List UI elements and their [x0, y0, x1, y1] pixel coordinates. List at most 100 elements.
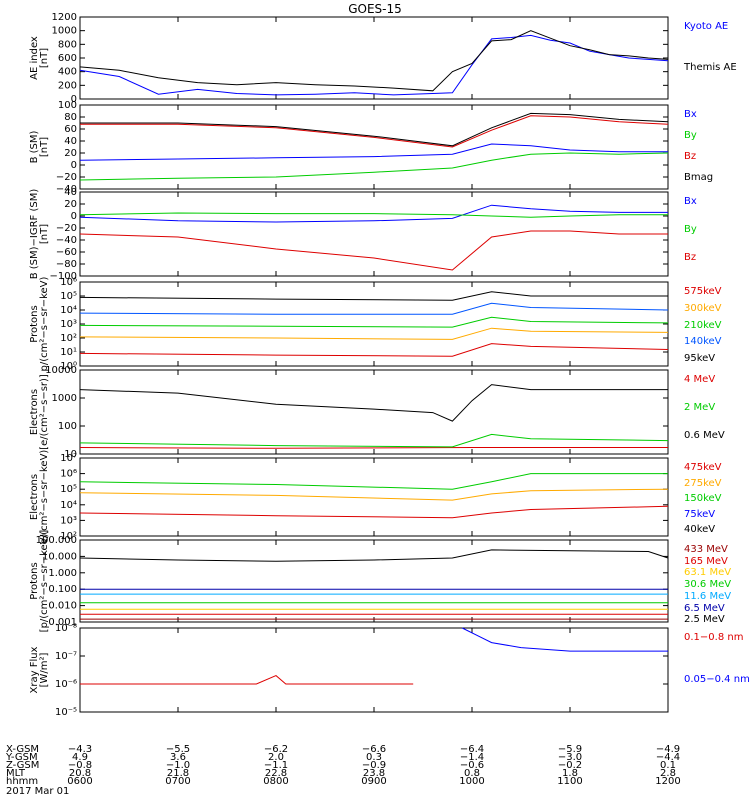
- y-tick-label: −40: [56, 184, 77, 195]
- y-tick-label: 40: [64, 187, 77, 198]
- y-tick-label: 10⁻⁵: [55, 707, 77, 718]
- legend-protons_mev-item: 2.5 MeV: [684, 614, 725, 626]
- y-axis-label-line: [e/(cm²−s−sr)]: [39, 374, 50, 450]
- y-axis-label-line: [nT]: [39, 136, 50, 158]
- footer-value-x: −6.6: [361, 744, 387, 755]
- legend-bigrf-item: By: [684, 224, 697, 235]
- series-protons_low-575kev: [79, 343, 669, 357]
- y-tick-label: 0: [71, 160, 77, 171]
- y-tick-label: 10000: [45, 365, 77, 376]
- series-electrons_kev-475kev: [79, 505, 669, 519]
- y-axis-label-protons_low: Protons p/(cm²−s−sr−keV): [29, 277, 50, 372]
- legend-electrons_kev-item: 150keV: [684, 493, 722, 505]
- y-tick-label: 60: [64, 124, 77, 135]
- y-tick-label: 10: [64, 449, 77, 460]
- footer-value-y: 3.6: [170, 752, 186, 763]
- series-bsm-bz: [80, 115, 669, 148]
- y-tick-label: 10⁴: [60, 500, 77, 511]
- footer-row-label: Y-GSM: [6, 752, 38, 763]
- legend-electrons_kev-item: 275keV: [684, 477, 722, 489]
- legend-protons_mev-item: 11.6 MeV: [684, 590, 732, 602]
- legend-protons_low-item: 300keV: [684, 302, 722, 314]
- date-label: 2017 Mar 01: [6, 786, 70, 797]
- panel-frame-electrons_kev: [79, 457, 669, 537]
- legend-protons_mev-item: 165 MeV: [684, 555, 728, 567]
- legend-protons_mev-item: 6.5 MeV: [684, 602, 725, 614]
- legend-electrons_mev-item: 4 MeV: [684, 374, 716, 385]
- footer-value-x: −6.2: [263, 744, 289, 755]
- legend-electrons_mev-item: 0.6 MeV: [684, 430, 725, 441]
- footer-value-z: −0.6: [459, 760, 485, 771]
- y-tick-label: 10⁵: [60, 484, 77, 495]
- y-tick-label: 10³: [60, 319, 77, 330]
- y-tick-label: −40: [56, 235, 77, 246]
- series-protons_low-210kev: [79, 316, 669, 328]
- footer-value-hhmm: 1200: [655, 776, 681, 787]
- y-tick-label: 10³: [60, 515, 77, 526]
- footer-value-y: −4.4: [655, 752, 681, 763]
- y-axis-label-electrons_mev: Electrons [e/(cm²−s−sr)]: [29, 374, 50, 450]
- footer-value-z: −0.9: [361, 760, 387, 771]
- legend-protons_mev-item: 63.1 MeV: [684, 567, 732, 579]
- panel-frame-bigrf: [79, 191, 669, 277]
- y-axis-label-bigrf: B (SM)−IGRF (SM) [nT]: [29, 189, 50, 280]
- series-protons_low-95kev: [79, 291, 668, 301]
- legend-ae-item: Themis AE: [684, 62, 737, 73]
- legend-protons_low-item: 575keV: [684, 286, 722, 297]
- footer-value-z: −1.1: [263, 760, 289, 771]
- footer-value-z: −0.2: [557, 760, 583, 771]
- legend-protons_low-item: 210keV: [684, 319, 722, 331]
- y-tick-label: 10⁷: [60, 453, 77, 464]
- y-tick-label: 1.000: [48, 568, 77, 579]
- y-tick-label: 1200: [52, 12, 77, 23]
- legend-xray-item: 0.1−0.8 nm: [684, 632, 744, 643]
- footer-value-hhmm: 0700: [165, 776, 191, 787]
- footer-value-y: 4.9: [72, 752, 88, 763]
- series-protons_mev-2-5-mev: [79, 549, 669, 562]
- series-bigrf-by: [79, 212, 668, 218]
- footer-value-y: 2.0: [268, 752, 284, 763]
- footer-value-x: −4.3: [67, 744, 93, 755]
- y-axis-label-protons_mev: Protons [p/(cm²−s−sr−keV)]: [29, 529, 50, 633]
- footer-value-mlt: 2.8: [660, 768, 676, 779]
- series-bigrf-bz: [79, 230, 668, 271]
- footer-value-mlt: 21.8: [166, 768, 190, 779]
- series-bsm-bmag: [80, 112, 669, 147]
- footer-value-x: −4.9: [655, 744, 681, 755]
- y-tick-label: 10²: [60, 531, 77, 542]
- y-axis-label-line: [W/m²]: [39, 652, 50, 688]
- legend-bsm-item: Bx: [684, 109, 697, 120]
- series-xray-0-05-0-4-nm: [461, 627, 668, 652]
- y-tick-label: 10.000: [42, 551, 77, 562]
- y-tick-label: 100: [58, 421, 77, 432]
- y-tick-label: 10⁴: [60, 305, 77, 316]
- series-protons_low-300kev: [79, 327, 669, 340]
- footer-value-z: −0.8: [67, 760, 93, 771]
- y-tick-label: −60: [56, 247, 77, 258]
- y-tick-label: 400: [58, 67, 77, 78]
- legend-electrons_kev-item: 75keV: [684, 508, 716, 520]
- footer-value-mlt: 23.8: [362, 768, 386, 779]
- footer-value-y: −1.4: [459, 752, 485, 763]
- y-tick-label: 0.100: [48, 584, 77, 595]
- series-bsm-bx: [79, 143, 668, 161]
- y-tick-label: 0.001: [48, 617, 77, 628]
- footer-value-hhmm: 1100: [557, 776, 583, 787]
- y-tick-label: 0.010: [48, 601, 77, 612]
- footer-value-x: −5.9: [557, 744, 583, 755]
- footer-value-hhmm: 0900: [361, 776, 387, 787]
- series-electrons_mev-0-6-mev: [79, 384, 668, 422]
- y-tick-label: 80: [64, 112, 77, 123]
- legend-ae-item: Kyoto AE: [684, 21, 729, 32]
- y-tick-label: 10⁶: [60, 469, 77, 480]
- series-bsm-by: [79, 152, 669, 181]
- y-axis-label-line: [p/(cm²−s−sr−keV)]: [39, 529, 50, 633]
- y-tick-label: 10⁶: [60, 277, 77, 288]
- footer-value-mlt: 22.8: [264, 768, 288, 779]
- legend-bigrf-item: Bx: [684, 196, 697, 207]
- footer-row-label: Z-GSM: [6, 760, 40, 771]
- footer-row-label: hhmm: [6, 776, 39, 787]
- y-axis-label-ae: AE index [nT]: [29, 36, 50, 80]
- y-tick-label: 20: [64, 199, 77, 210]
- y-tick-label: −20: [56, 223, 77, 234]
